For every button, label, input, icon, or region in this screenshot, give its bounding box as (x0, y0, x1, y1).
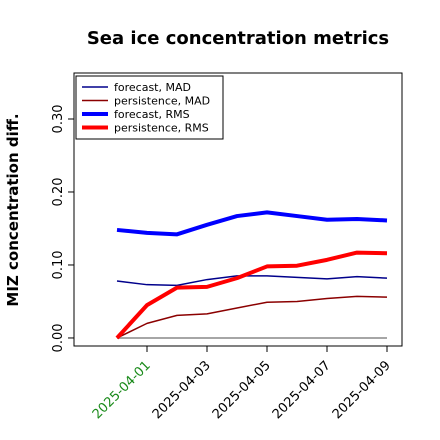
series-line (115, 250, 388, 340)
x-tick-label: 2025-04-01 (90, 358, 154, 422)
x-tick-label: 2025-04-09 (330, 358, 394, 422)
chart-title: Sea ice concentration metrics (87, 28, 389, 49)
legend-label: forecast, RMS (114, 108, 190, 121)
series-line (116, 295, 388, 339)
x-tick-label: 2025-04-05 (210, 358, 274, 422)
y-tick-label: 0.20 (51, 178, 66, 207)
legend-label: persistence, RMS (114, 122, 209, 135)
series-line (116, 275, 388, 287)
series-line (116, 210, 388, 237)
plot-frame (73, 72, 403, 347)
y-tick-label: 0.10 (51, 250, 66, 279)
y-tick-label: 0.30 (51, 105, 66, 134)
legend-label: persistence, MAD (114, 95, 210, 108)
y-axis-label: MIZ concentration diff. (4, 113, 22, 306)
legend-label: forecast, MAD (114, 81, 191, 94)
x-tick-label: 2025-04-03 (150, 358, 214, 422)
x-tick-label: 2025-04-07 (270, 358, 334, 422)
y-tick-label: 0.00 (51, 323, 66, 352)
